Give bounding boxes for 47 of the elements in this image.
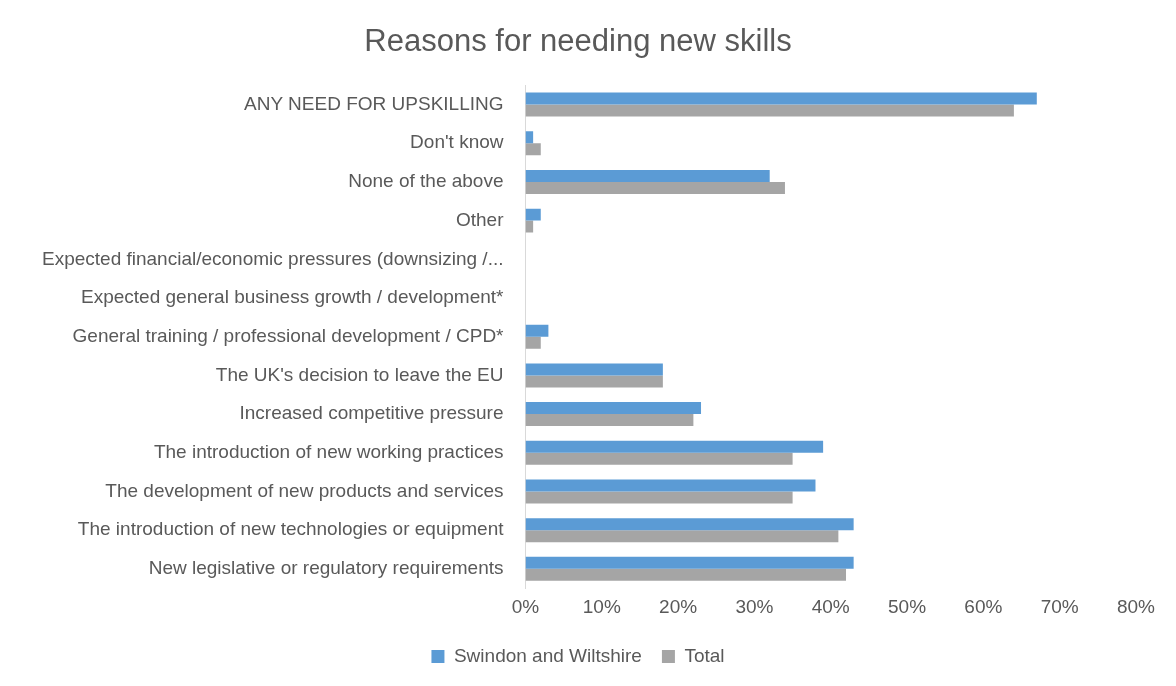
- bar: [525, 336, 541, 349]
- bar: [525, 104, 1014, 117]
- bar: [525, 530, 839, 543]
- y-tick-label: The development of new products and services: [105, 479, 504, 501]
- y-tick-label: Other: [455, 208, 505, 230]
- y-tick-label: The UK's decision to leave the EU: [215, 363, 504, 385]
- x-tick-label: 0%: [511, 595, 540, 617]
- y-tick-label: New legislative or regulatory requirements: [148, 557, 504, 579]
- bar: [525, 402, 702, 415]
- bar: [525, 181, 785, 194]
- y-tick-label: Don't know: [410, 131, 504, 153]
- y-tick-label: Expected general business growth / development*: [81, 286, 505, 308]
- x-tick-label: 70%: [1040, 595, 1079, 617]
- x-tick-label: 50%: [888, 595, 927, 617]
- y-tick-label: The introduction of new technologies or equipment: [77, 518, 505, 540]
- bar: [525, 363, 663, 376]
- bar: [525, 375, 663, 388]
- y-tick-label: General training / professional development / CPD*: [72, 324, 505, 346]
- bar: [525, 143, 541, 156]
- y-tick-label: ANY NEED FOR UPSKILLING: [244, 92, 504, 114]
- bar: [525, 131, 534, 144]
- bar: [525, 414, 694, 427]
- bar: [525, 169, 770, 182]
- x-tick-label: 30%: [735, 595, 774, 617]
- bar: [525, 518, 854, 531]
- bar: [525, 92, 1037, 105]
- y-tick-label: Expected financial/economic pressures (downsizing /...: [41, 247, 504, 269]
- bar: [525, 491, 793, 504]
- y-tick-label: Increased competitive pressure: [239, 402, 504, 424]
- legend-label: Total: [684, 644, 725, 666]
- y-tick-label: None of the above: [348, 170, 504, 192]
- bar: [525, 220, 534, 233]
- x-tick-label: 60%: [964, 595, 1003, 617]
- bar: [525, 452, 793, 465]
- bar: [525, 479, 816, 492]
- bar: [525, 568, 847, 581]
- legend-label: Swindon and Wiltshire: [453, 644, 642, 666]
- x-tick-label: 40%: [811, 595, 850, 617]
- y-tick-label: The introduction of new working practices: [153, 441, 504, 463]
- bar: [525, 556, 854, 569]
- bar: [525, 324, 549, 337]
- chart-title: Reasons for needing new skills: [364, 23, 792, 59]
- bar: [525, 440, 824, 453]
- x-tick-label: 80%: [1116, 595, 1156, 617]
- x-tick-label: 20%: [659, 595, 698, 617]
- bar: [525, 208, 541, 221]
- x-tick-label: 10%: [582, 595, 621, 617]
